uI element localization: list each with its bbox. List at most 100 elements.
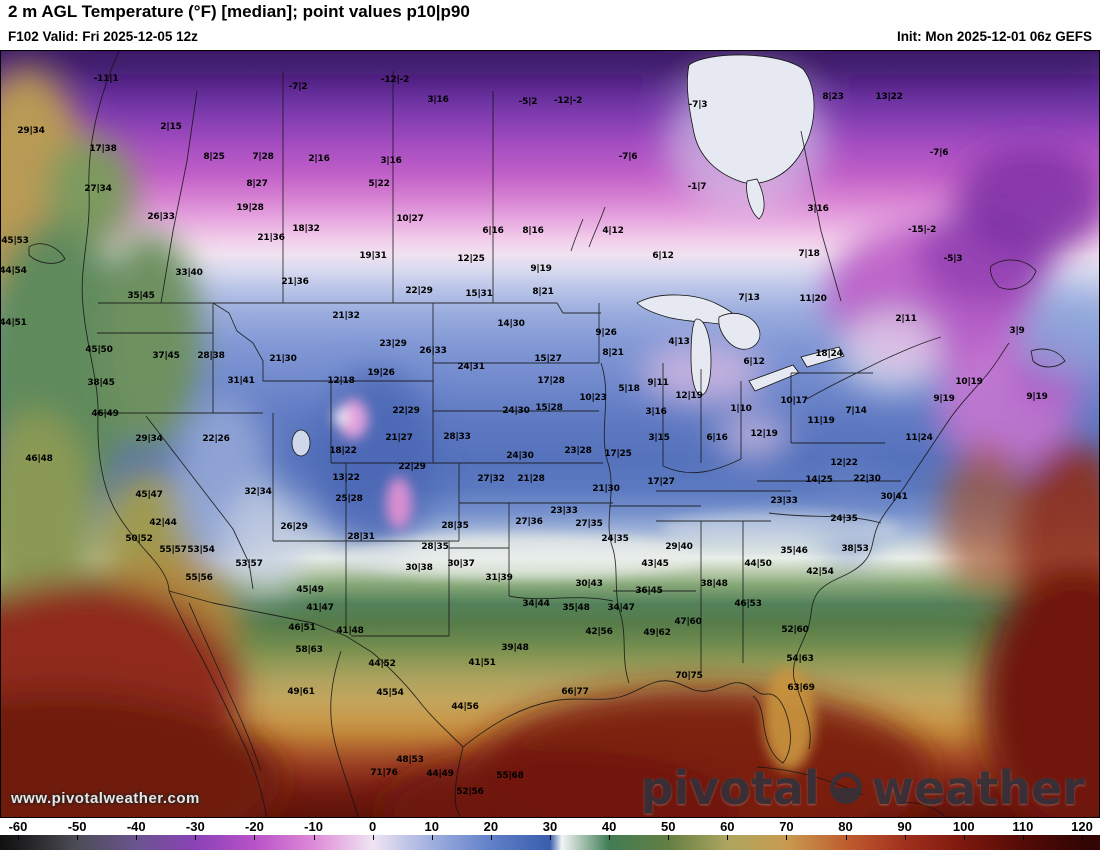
point-value: 22|26 <box>202 434 230 444</box>
point-value: 48|53 <box>396 755 424 765</box>
colorbar-tick-mark <box>668 835 670 840</box>
point-value: 44|49 <box>426 769 454 779</box>
coastlines-and-borders <box>28 51 1066 817</box>
point-value: 23|29 <box>379 339 407 349</box>
pivotal-weather-logo: pivotal weather <box>641 761 1085 815</box>
colorbar-tick-label: 80 <box>838 819 853 834</box>
colorbar-tick-label: 120 <box>1071 819 1093 834</box>
point-value: 45|50 <box>85 345 113 355</box>
point-value: 15|27 <box>534 354 562 364</box>
colorbar-tick-mark <box>904 835 906 840</box>
colorbar-tick-label: 50 <box>660 819 676 834</box>
point-value: 13|22 <box>332 473 360 483</box>
point-value: 52|60 <box>781 625 809 635</box>
page-title: 2 m AGL Temperature (°F) [median]; point… <box>8 2 470 21</box>
point-value: 12|19 <box>750 429 778 439</box>
colorbar-tick-mark <box>549 835 551 840</box>
colorbar-tick-mark <box>372 835 374 840</box>
point-value: 21|28 <box>517 474 545 484</box>
point-value: 7|14 <box>845 406 867 416</box>
point-value: -7|2 <box>288 82 308 92</box>
point-value: 30|37 <box>447 559 475 569</box>
point-value: 25|28 <box>335 494 363 504</box>
colorbar-tick-label: 10 <box>424 819 439 834</box>
point-value: 63|69 <box>787 683 815 693</box>
colorbar-gradient <box>0 835 1100 850</box>
init-time-label: Init: Mon 2025-12-01 06z GEFS <box>896 29 1092 44</box>
colorbar-tick-mark <box>136 835 138 840</box>
point-value: -7|6 <box>618 152 638 162</box>
point-value: 70|75 <box>675 671 703 681</box>
point-value: 11|24 <box>905 433 933 443</box>
point-value: 6|12 <box>652 251 674 261</box>
point-value: 42|44 <box>149 518 177 528</box>
point-value: 9|26 <box>595 328 617 338</box>
colorbar-ticks <box>0 835 1100 850</box>
point-value: -15|-2 <box>907 225 937 235</box>
point-value: 18|22 <box>329 446 357 456</box>
colorbar-tick-mark <box>18 835 19 840</box>
point-value: 47|60 <box>674 617 702 627</box>
point-value: 14|25 <box>805 475 833 485</box>
point-value: -5|2 <box>518 97 538 107</box>
point-value: -11|1 <box>93 74 119 84</box>
point-value: 8|16 <box>522 226 544 236</box>
point-value: 32|34 <box>244 487 272 497</box>
point-value: 5|18 <box>618 384 640 394</box>
map-points: -11|1 -7|2 -12|-2 3|16 -5|2 -12|-2 -7|3 8|23 13|… <box>1 51 1099 817</box>
point-value: 45|54 <box>376 688 404 698</box>
colorbar-tick-mark <box>727 835 729 840</box>
point-value: 9|19 <box>933 394 955 404</box>
colorbar-tick-label: -40 <box>126 819 146 834</box>
point-value: 24|30 <box>506 451 534 461</box>
point-value: 55|56 <box>185 573 213 583</box>
point-value: 18|24 <box>815 349 843 359</box>
point-value: 12|22 <box>830 458 858 468</box>
colorbar-tick-mark <box>609 835 611 840</box>
map-graphic <box>1 51 1099 817</box>
point-value: 21|27 <box>385 433 413 443</box>
point-value: 31|39 <box>485 573 513 583</box>
colorbar-tick-mark <box>77 835 79 840</box>
header: 2 m AGL Temperature (°F) [median]; point… <box>0 0 1100 50</box>
point-value: 50|52 <box>125 534 153 544</box>
point-value: 27|36 <box>515 517 543 527</box>
point-value: 44|50 <box>744 559 772 569</box>
point-value: 38|45 <box>87 378 115 388</box>
colorbar-tick-mark <box>431 835 433 840</box>
point-value: 13|22 <box>875 92 903 102</box>
point-value: 53|54 <box>187 545 215 555</box>
watermark-url: www.pivotalweather.com <box>11 790 200 807</box>
point-value: 41|47 <box>306 603 334 613</box>
valid-time-label: F102 Valid: Fri 2025-12-05 12z <box>8 29 198 44</box>
colorbar-tick-mark <box>845 835 847 840</box>
point-value: 19|31 <box>359 251 387 261</box>
point-value: 9|11 <box>647 378 669 388</box>
point-value: 37|45 <box>152 351 180 361</box>
point-value: 14|30 <box>497 319 525 329</box>
point-value: 22|30 <box>853 474 881 484</box>
point-value: 46|49 <box>91 409 119 419</box>
colorbar-labels: -60 -50 -40 -30 -20 -10 0 10 20 30 40 50 60 70 80 90 100… <box>0 818 1100 835</box>
point-value: 46|48 <box>25 454 53 464</box>
point-value: 8|23 <box>822 92 844 102</box>
logo-word-pivotal: pivotal <box>640 761 820 815</box>
point-value: 17|27 <box>647 477 675 487</box>
point-value: 30|43 <box>575 579 603 589</box>
point-value: 17|28 <box>537 376 565 386</box>
point-value: 7|18 <box>798 249 820 259</box>
point-value: 10|17 <box>780 396 808 406</box>
colorbar-tick-label: 90 <box>897 819 912 834</box>
colorbar-tick-mark <box>195 835 197 840</box>
point-value: -12|-2 <box>553 96 583 106</box>
point-value: 3|16 <box>645 407 667 417</box>
point-value: 4|13 <box>668 337 690 347</box>
point-value: 46|51 <box>288 623 316 633</box>
point-value: 42|56 <box>585 627 613 637</box>
point-value: 7|13 <box>738 293 760 303</box>
point-value: 28|31 <box>347 532 375 542</box>
point-value: 6|12 <box>743 357 765 367</box>
point-value: 29|40 <box>665 542 693 552</box>
point-value: 12|19 <box>675 391 703 401</box>
point-value: 2|11 <box>895 314 917 324</box>
